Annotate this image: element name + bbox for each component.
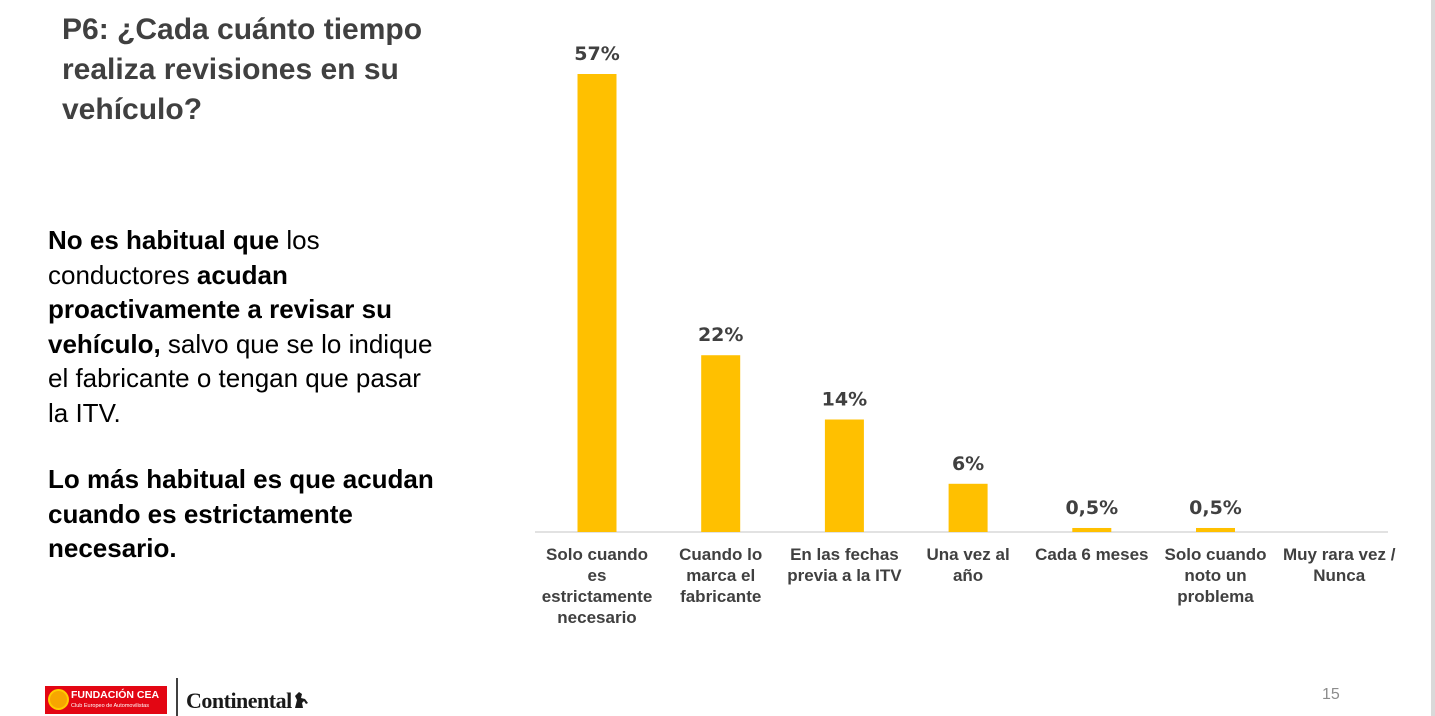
bar — [948, 483, 988, 532]
category-label-line: En las fechas — [790, 545, 899, 564]
bar — [1196, 527, 1235, 532]
category-label: En las fechas previa a la ITV — [787, 545, 902, 585]
category-label: Cada 6 meses — [1035, 545, 1148, 564]
category-label: Solo cuando noto un problema — [1165, 545, 1267, 606]
category-label-line: noto un — [1184, 566, 1246, 585]
slide-right-border — [1431, 0, 1435, 716]
category-label-line: Cuando lo — [679, 545, 762, 564]
bar-data-label: 22% — [698, 324, 743, 346]
conclusion-paragraph: Lo más habitual es que acudan cuando es … — [48, 464, 434, 563]
category-label: Muy rara vez / Nunca — [1283, 545, 1396, 585]
category-label-line: Nunca — [1313, 566, 1366, 585]
fundacion-cea-logo: FUNDACIÓN CEA Club Europeo de Automovili… — [45, 686, 167, 714]
cea-logo-subtitle: Club Europeo de Automovilistas — [71, 703, 149, 709]
category-label-line: Una vez al — [927, 545, 1010, 564]
summary-text-run: los conductores — [48, 225, 320, 290]
category-label-line: fabricante — [680, 587, 761, 606]
bar-data-label: 6% — [952, 453, 984, 475]
cea-logo-name: FUNDACIÓN CEA — [71, 689, 160, 701]
bar-data-label: 0,5% — [1065, 497, 1118, 519]
category-label: Cuando lo marca el fabricante — [679, 545, 762, 606]
category-label-line: necesario — [557, 608, 636, 627]
bar — [701, 355, 741, 532]
sun-icon — [50, 691, 67, 708]
page-number: 15 — [1322, 686, 1340, 703]
bar — [1072, 527, 1112, 532]
bar — [824, 419, 864, 532]
category-label-line: Solo cuando — [546, 545, 648, 564]
category-label: Solo cuando es estrictamente necesario — [542, 545, 653, 627]
bar — [577, 74, 617, 532]
category-label-line: es — [588, 566, 607, 585]
category-label-line: Cada 6 meses — [1035, 545, 1148, 564]
summary-paragraph: No es habitual que los conductores acuda… — [48, 223, 448, 430]
continental-logo: Continental — [186, 688, 292, 713]
slide-title: P6: ¿Cada cuánto tiempo realiza revision… — [62, 13, 423, 126]
category-label: Una vez al año — [927, 545, 1010, 585]
bar-data-label: 57% — [574, 43, 619, 65]
bar-data-label: 14% — [822, 389, 867, 411]
summary-text-run: No es habitual que — [48, 225, 280, 255]
category-label-line: Muy rara vez / — [1283, 545, 1396, 564]
category-label-line: estrictamente — [542, 587, 653, 606]
horse-icon — [295, 692, 308, 708]
logo-divider — [176, 678, 178, 716]
summary-text-run: salvo que se lo indique el fabricante o … — [48, 328, 433, 428]
category-label-line: Solo cuando — [1165, 545, 1267, 564]
summary-text-run: acudan proactivamente a revisar su vehíc… — [48, 259, 392, 359]
category-label-line: año — [953, 566, 983, 585]
category-label-line: marca el — [686, 566, 755, 585]
bar-data-label: 0,5% — [1189, 497, 1242, 519]
category-label-line: previa a la ITV — [787, 566, 902, 585]
category-label-line: problema — [1177, 587, 1254, 606]
